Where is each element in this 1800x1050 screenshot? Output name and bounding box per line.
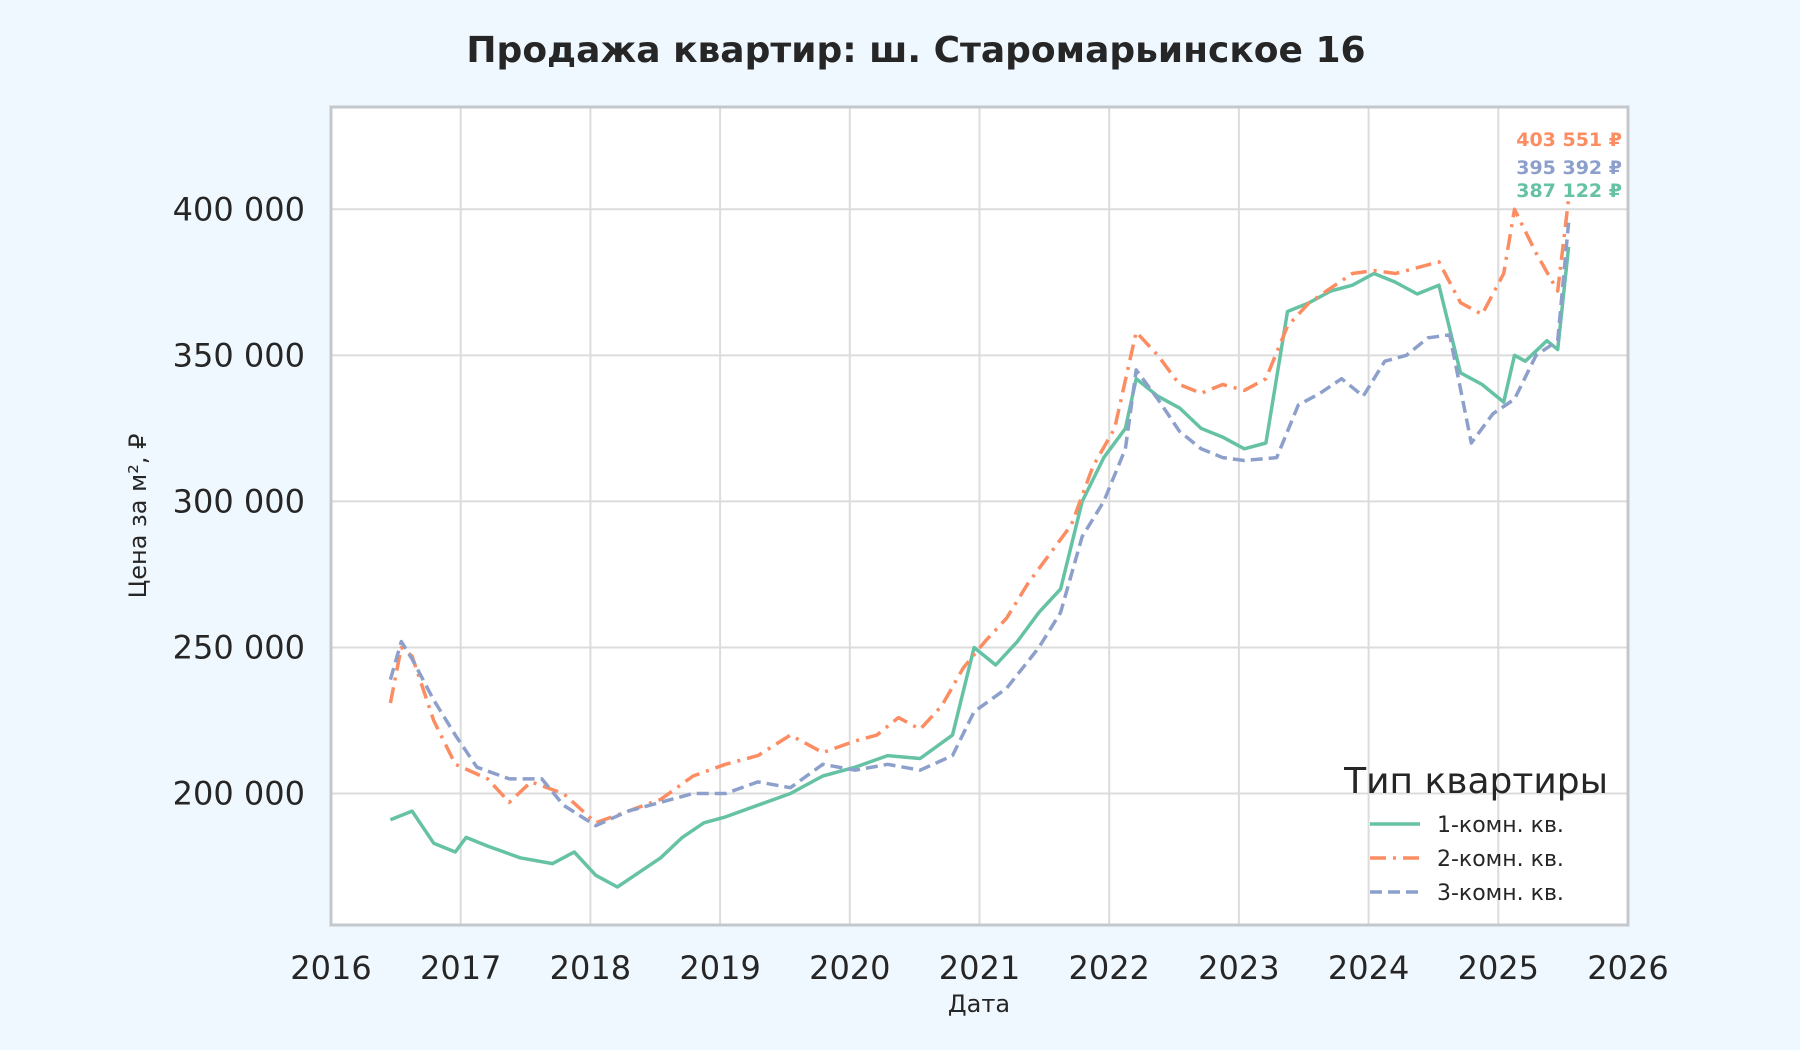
y-tick-label: 400 000 — [173, 190, 305, 228]
legend-label-2: 2-комн. кв. — [1437, 847, 1564, 872]
y-tick-label: 250 000 — [173, 628, 305, 666]
chart-title: Продажа квартир: ш. Старомарьинское 16 — [466, 30, 1365, 71]
x-tick-label: 2019 — [679, 949, 760, 987]
last-value-label-1: 387 122 ₽ — [1516, 180, 1622, 202]
x-tick-label: 2016 — [290, 949, 371, 987]
series-layer — [388, 198, 1571, 889]
x-tick-label: 2024 — [1328, 949, 1409, 987]
x-tick-label: 2025 — [1458, 949, 1539, 987]
y-tick-label: 350 000 — [173, 336, 305, 374]
y-tick-label: 200 000 — [173, 775, 305, 813]
x-tick-labels: 2016 2017 2018 2019 2020 2021 2022 2023 2024 2025… — [290, 949, 1668, 987]
series-line-1 — [389, 246, 1571, 889]
plot-frame — [329, 105, 1630, 927]
x-tick-label: 2020 — [809, 949, 890, 987]
x-tick-label: 2021 — [939, 949, 1020, 987]
legend-items: 1-комн. кв. 2-комн. кв. 3-комн. кв. — [1370, 813, 1564, 906]
y-axis-label: Цена за м², ₽ — [124, 434, 152, 599]
last-value-label-2: 403 551 ₽ — [1516, 129, 1622, 151]
grid — [330, 107, 1629, 925]
series-line-2 — [388, 198, 1571, 825]
x-tick-label: 2026 — [1587, 949, 1668, 987]
x-tick-label: 2018 — [550, 949, 631, 987]
series-line-3 — [388, 222, 1571, 828]
x-axis-label: Дата — [948, 990, 1010, 1018]
y-tick-label: 300 000 — [173, 482, 305, 520]
x-tick-label: 2022 — [1068, 949, 1149, 987]
legend: Тип квартиры 1-комн. кв. 2-комн. кв. 3-ком… — [1343, 761, 1608, 906]
x-tick-label: 2023 — [1198, 949, 1279, 987]
x-tick-label: 2017 — [420, 949, 501, 987]
legend-label-3: 3-комн. кв. — [1437, 881, 1564, 906]
legend-label-1: 1-комн. кв. — [1437, 813, 1564, 838]
last-value-labels: 403 551 ₽ 395 392 ₽387 122 ₽ — [1516, 129, 1622, 202]
legend-title: Тип квартиры — [1343, 761, 1608, 802]
last-value-label-3: 395 392 ₽ — [1516, 157, 1622, 179]
y-tick-labels: 200 000 250 000 300 000 350 000 400 000 — [173, 190, 305, 812]
